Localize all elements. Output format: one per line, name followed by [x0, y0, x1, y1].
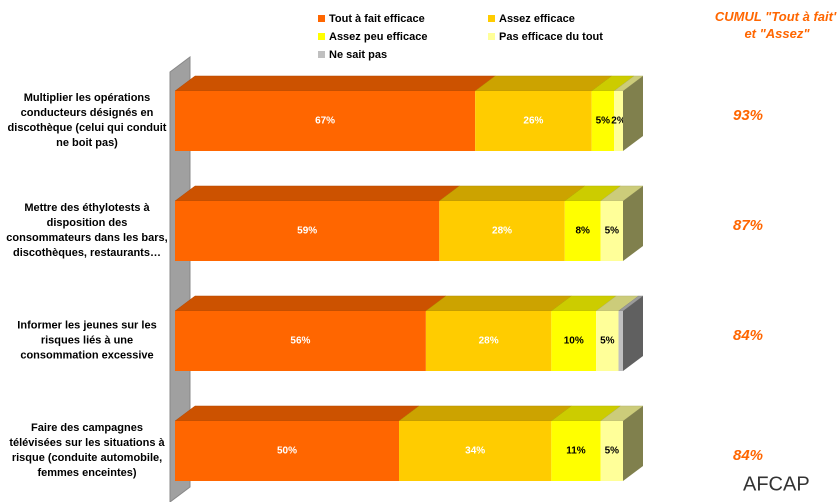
cumul-value: 84% [733, 447, 763, 464]
bar-side [623, 186, 643, 261]
legend-swatch [318, 51, 325, 58]
legend-swatch [318, 33, 325, 40]
bar-top [174, 185, 461, 202]
bar-top [438, 185, 586, 202]
bar-top [174, 405, 420, 422]
legend-label: Assez peu efficace [329, 31, 427, 43]
legend-swatch [488, 15, 495, 22]
data-label: 5% [605, 226, 620, 237]
category-label: Multiplier les opérations conducteurs dé… [7, 92, 167, 149]
bar-segment [175, 421, 399, 481]
category-label: Informer les jeunes sur les risques liés… [17, 319, 157, 362]
bar-segment [564, 201, 601, 261]
bar-side [623, 296, 643, 371]
data-label: 11% [566, 446, 586, 457]
data-label: 59% [297, 226, 317, 237]
data-label: 10% [564, 336, 584, 347]
data-label: 5% [600, 336, 615, 347]
data-label: 56% [290, 336, 310, 347]
legend-swatch [318, 15, 325, 22]
data-label: 28% [479, 336, 499, 347]
cumul-value: 93% [733, 107, 763, 124]
left-wall-edge [169, 56, 191, 502]
bar-segment [600, 201, 623, 261]
bar-side [623, 406, 643, 481]
bar-top [474, 75, 613, 92]
bar-segment [175, 91, 476, 151]
data-label: 5% [596, 116, 611, 127]
data-label: 50% [277, 446, 297, 457]
bar-segment [596, 311, 619, 371]
legend-label: Ne sait pas [329, 49, 387, 61]
bar-segment [175, 311, 426, 371]
bar-segment [551, 421, 601, 481]
cumul-value: 84% [733, 327, 763, 344]
logo: AFCAP [743, 473, 810, 495]
bar-segment [475, 91, 592, 151]
data-label: 67% [315, 116, 335, 127]
legend-label: Assez efficace [499, 13, 575, 25]
category-label: Mettre des éthylotests à disposition des… [6, 202, 168, 259]
bar-top [174, 295, 447, 312]
bar-segment [175, 201, 440, 261]
bar-top [398, 405, 573, 422]
data-label: 2% [611, 116, 626, 127]
bar-segment [618, 311, 623, 371]
data-label: 5% [605, 446, 620, 457]
legend-label: Pas efficace du tout [499, 31, 603, 43]
bar-segment [425, 311, 552, 371]
legend-label: Tout à fait efficace [329, 13, 425, 25]
legend-swatch [488, 33, 495, 40]
bar-segment [614, 91, 623, 151]
data-label: 8% [575, 226, 590, 237]
bar-top [425, 295, 573, 312]
data-label: 34% [465, 446, 485, 457]
data-label: 28% [492, 226, 512, 237]
left-wall [170, 57, 190, 502]
data-label: 26% [523, 116, 543, 127]
bar-top [174, 75, 496, 92]
bar-segment [600, 421, 623, 481]
cumul-value: 87% [733, 217, 763, 234]
category-label: Faire des campagnes télévisées sur les s… [9, 422, 165, 479]
bar-segment [591, 91, 615, 151]
bar-segment [399, 421, 552, 481]
bar-side [623, 76, 643, 151]
bar-segment [551, 311, 597, 371]
bar-segment [439, 201, 565, 261]
cumul-title: CUMUL "Tout à fait" et "Assez" [714, 9, 837, 41]
